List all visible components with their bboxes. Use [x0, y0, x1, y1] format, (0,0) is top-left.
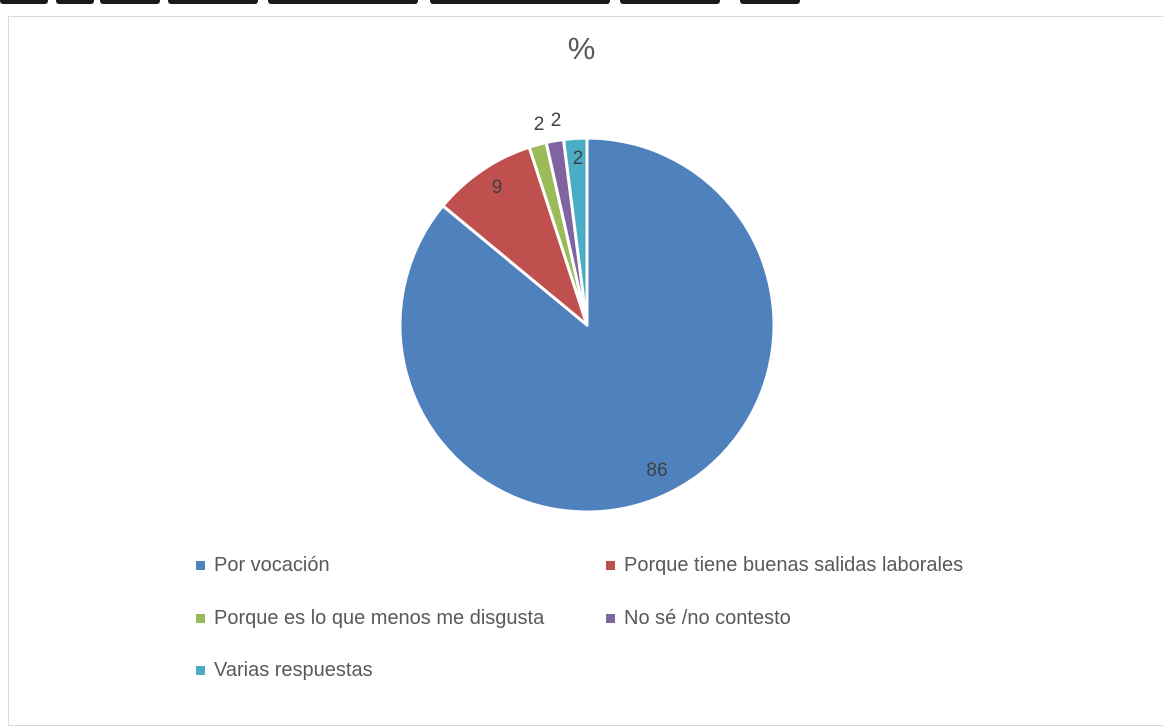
pie-slice-4: [562, 136, 589, 327]
legend-label-buenas-salidas: Porque tiene buenas salidas laborales: [624, 554, 964, 576]
pie-slice-1: [441, 145, 589, 327]
chart-title: %: [567, 31, 596, 66]
legend-swatch-varias-respuestas: [196, 666, 205, 675]
legend-label-menos-disgusta: Porque es lo que menos me disgusta: [214, 607, 545, 629]
legend-item-varias-respuestas: Varias respuestas: [196, 659, 373, 682]
legend-swatch-buenas-salidas: [606, 561, 615, 570]
legend-label-por-vocacion: Por vocación: [214, 554, 330, 576]
data-label-2: 2: [534, 114, 545, 135]
legend-label-no-contesto: No sé /no contesto: [624, 607, 791, 629]
legend-item-menos-disgusta: Porque es lo que menos me disgusta: [196, 607, 544, 630]
legend-swatch-por-vocacion: [196, 561, 205, 570]
legend-label-varias-respuestas: Varias respuestas: [214, 659, 373, 681]
legend-item-no-contesto: No sé /no contesto: [606, 607, 791, 630]
legend-item-buenas-salidas: Porque tiene buenas salidas laborales: [606, 554, 963, 577]
cropped-heading-strip: [0, 0, 1163, 13]
legend-swatch-menos-disgusta: [196, 614, 205, 623]
data-label-3: 2: [551, 110, 562, 131]
legend-item-por-vocacion: Por vocación: [196, 554, 330, 577]
data-label-0: 86: [646, 460, 667, 481]
data-label-1: 9: [492, 177, 503, 198]
legend-swatch-no-contesto: [606, 614, 615, 623]
data-label-4: 2: [573, 148, 584, 169]
